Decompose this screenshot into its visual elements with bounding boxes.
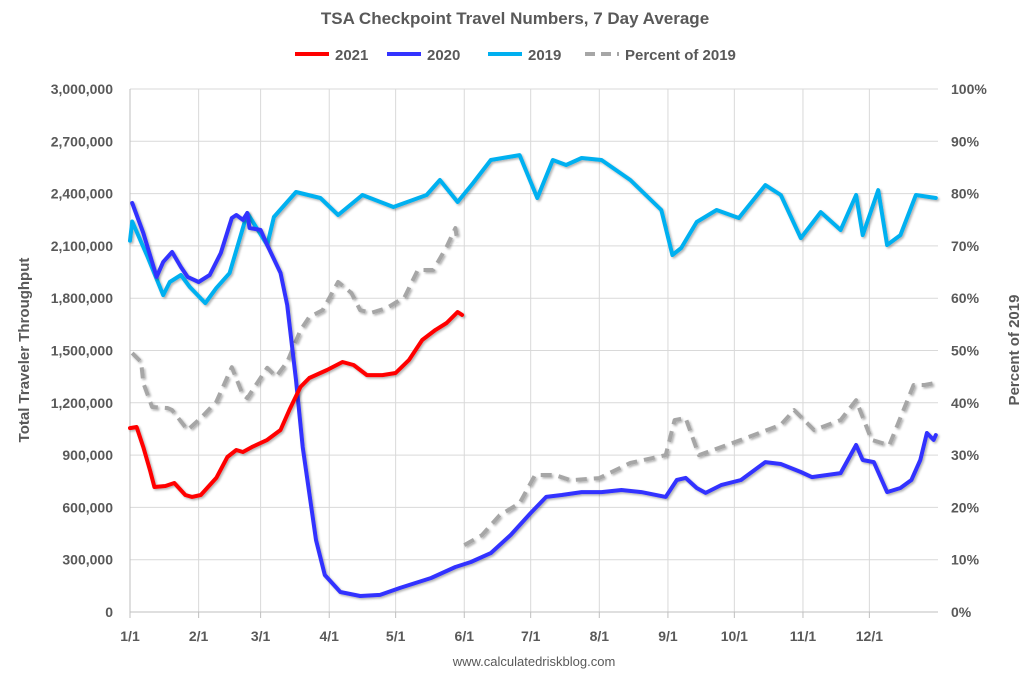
y-axis-label: Total Traveler Throughput [16,258,33,443]
y-tick-label: 600,000 [62,499,113,515]
y2-tick-label: 60% [951,290,980,306]
y2-tick-label: 90% [951,133,980,149]
x-tick-label: 7/1 [521,628,541,644]
chart-title: TSA Checkpoint Travel Numbers, 7 Day Ave… [321,9,709,28]
x-tick-label: 11/1 [790,628,817,644]
x-tick-label: 10/1 [721,628,748,644]
y-tick-label: 2,700,000 [51,133,113,149]
y2-tick-label: 10% [951,552,980,568]
x-tick-label: 4/1 [319,628,339,644]
y-tick-label: 300,000 [62,552,113,568]
x-tick-label: 6/1 [455,628,475,644]
series-line-2020 [130,201,938,598]
legend-label: Percent of 2019 [625,47,736,64]
y2-tick-label: 50% [951,343,980,359]
y-tick-label: 0 [105,604,113,620]
y-tick-label: 3,000,000 [51,81,113,97]
footer-url: www.calculatedriskblog.com [452,654,616,669]
axes: 0 300,000 600,000 900,000 1,200,000 1,500,000… [51,81,988,644]
y2-tick-label: 80% [951,186,980,202]
y-tick-label: 2,400,000 [51,186,113,202]
y-tick-label: 1,800,000 [51,290,113,306]
series-line-2021 [128,310,465,499]
y2-axis-label: Percent of 2019 [1006,295,1023,406]
y2-tick-label: 100% [951,81,987,97]
legend: 2021 2020 2019 Percent of 2019 [295,47,736,64]
legend-label: 2019 [528,47,561,64]
x-tick-label: 9/1 [658,628,678,644]
x-tick-label: 2/1 [189,628,209,644]
series-line-percent-of-2019 [130,226,937,547]
y-tick-label: 1,200,000 [51,395,113,411]
y-tick-label: 1,500,000 [51,343,113,359]
y2-tick-label: 30% [951,447,980,463]
y2-tick-label: 70% [951,238,980,254]
legend-label: 2020 [427,47,460,64]
x-tick-label: 8/1 [590,628,610,644]
x-tick-label: 5/1 [386,628,406,644]
y-tick-label: 900,000 [62,447,113,463]
y2-tick-label: 0% [951,604,972,620]
legend-label: 2021 [335,47,368,64]
series-lines [128,153,938,598]
x-tick-label: 1/1 [120,628,140,644]
series-line-2019 [128,153,938,306]
y2-tick-label: 20% [951,499,980,515]
y2-tick-label: 40% [951,395,980,411]
x-tick-label: 3/1 [251,628,271,644]
gridlines [130,88,938,612]
y-tick-label: 2,100,000 [51,238,113,254]
x-tick-label: 12/1 [856,628,883,644]
